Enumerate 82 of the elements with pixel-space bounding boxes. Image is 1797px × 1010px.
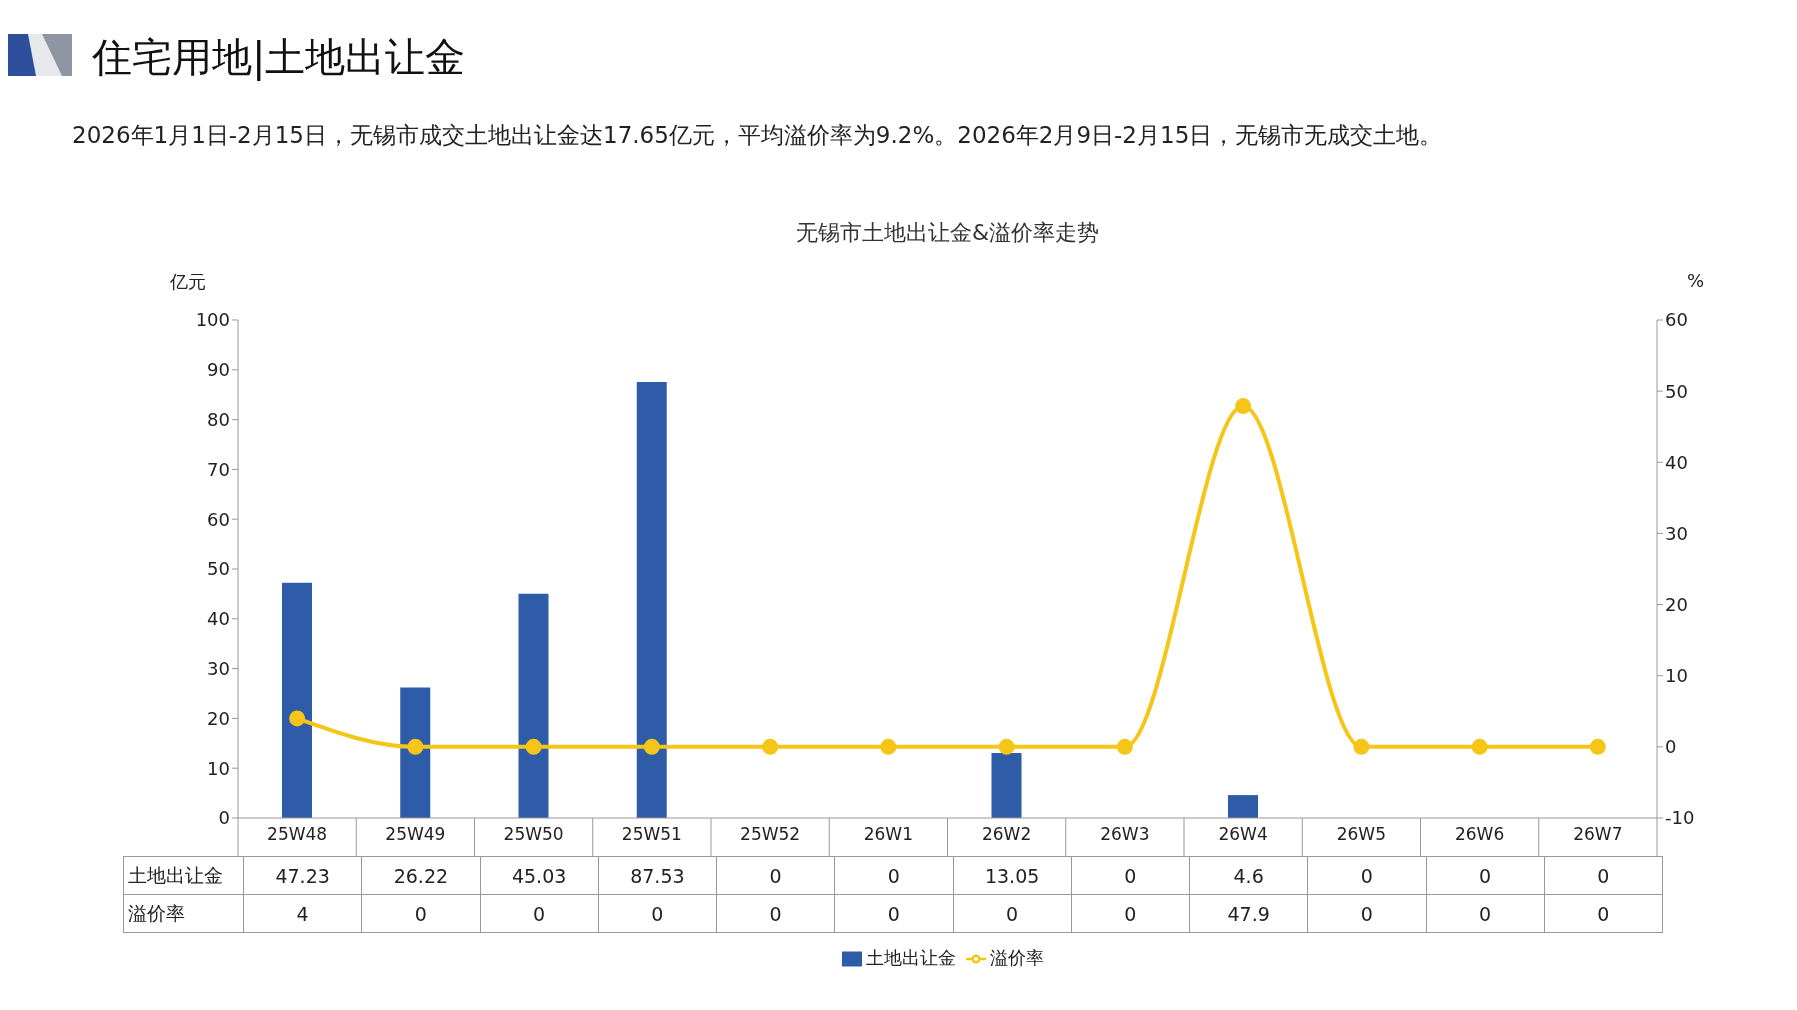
- bar: [518, 593, 549, 818]
- y-tick-label: 30: [207, 657, 230, 679]
- data-label: 47.23: [243, 856, 362, 895]
- bar: [400, 687, 431, 818]
- y2-tick-label: 10: [1665, 665, 1688, 687]
- data-label: 13.05: [953, 856, 1072, 895]
- y2-tick-label: 60: [1665, 309, 1688, 331]
- data-label: 0: [1307, 894, 1426, 933]
- text: 溢价率: [128, 901, 185, 924]
- point: [525, 738, 542, 755]
- point: [880, 738, 897, 755]
- x-tick-label: 26W2: [981, 824, 1032, 844]
- y2-tick-label: 30: [1665, 522, 1688, 544]
- y2-tick-label: -10: [1665, 807, 1695, 829]
- data-label: 0: [598, 894, 717, 933]
- point: [1589, 738, 1606, 755]
- x-tick-label: 26W1: [863, 824, 914, 844]
- bar: [636, 382, 667, 818]
- data-label: 0: [1071, 856, 1190, 895]
- data-label: 0: [834, 894, 953, 933]
- y2-tick-label: 50: [1665, 380, 1688, 402]
- y-tick-label: 10: [207, 757, 230, 779]
- data-label: 0: [361, 894, 480, 933]
- y-tick-label: 40: [207, 608, 230, 630]
- data-label: 87.53: [598, 856, 717, 895]
- point: [643, 738, 660, 755]
- bar: [1228, 795, 1258, 818]
- data-label: 0: [716, 856, 835, 895]
- data-label: 45.03: [480, 856, 599, 895]
- chart-title: 住宅用地|土地出让金: [92, 33, 466, 83]
- x-tick-label: 25W51: [621, 824, 682, 844]
- point: [1116, 738, 1133, 755]
- data-label: 0: [1071, 894, 1190, 933]
- data-label: 0: [1426, 894, 1545, 933]
- x-tick-label: 25W49: [385, 824, 446, 844]
- y-tick-label: 100: [195, 309, 230, 331]
- x-tick-label: 26W4: [1218, 824, 1268, 844]
- x-tick-label: 25W48: [267, 824, 328, 844]
- data-label: 47.9: [1189, 894, 1308, 933]
- y-tick-label: 70: [207, 458, 230, 480]
- bar: [991, 753, 1022, 818]
- point: [1353, 738, 1370, 755]
- point: [762, 738, 779, 755]
- x-tick-label: 25W52: [740, 824, 801, 844]
- text: 土地出让金: [128, 863, 223, 886]
- y-axis-title: 亿元: [170, 270, 206, 294]
- x-tick-label: 26W7: [1573, 824, 1623, 844]
- data-label: 0: [1426, 856, 1545, 895]
- y2-tick-label: 20: [1665, 593, 1688, 615]
- point: [998, 738, 1015, 755]
- data-label: 0: [480, 894, 599, 933]
- data-label: 0: [1307, 856, 1426, 895]
- y-tick-label: 90: [207, 359, 230, 381]
- data-label: 0: [834, 856, 953, 895]
- data-label: 4.6: [1189, 856, 1308, 895]
- data-label: 26.22: [361, 856, 480, 895]
- y-tick-label: 50: [207, 558, 230, 580]
- x-tick-label: 26W5: [1336, 824, 1387, 844]
- data-label: 0: [716, 894, 835, 933]
- legend-label: 溢价率: [989, 947, 1044, 968]
- chart-subtitle: 2026年1月1日-2月15日，无锡市成交土地出让金达17.65亿元，平均溢价率为9.2%。2026年2月9日-2月15日，无锡市无成交土地。: [72, 121, 1443, 150]
- data-label: 0: [1544, 894, 1663, 933]
- point: [407, 738, 424, 755]
- text: 无锡市土地出让金&溢价率走势: [794, 219, 1101, 247]
- legend-label: 土地出让金: [865, 947, 956, 968]
- y2-axis-title: %: [1687, 270, 1705, 291]
- y-tick-label: 60: [207, 508, 230, 530]
- y2-tick-label: 40: [1665, 451, 1688, 473]
- y-tick-label: 80: [207, 408, 230, 430]
- point: [1235, 398, 1252, 415]
- y-tick-label: 20: [207, 707, 230, 729]
- y-tick-label: 0: [218, 807, 230, 829]
- data-label: 0: [953, 894, 1072, 933]
- point: [1471, 738, 1488, 755]
- point: [289, 710, 306, 727]
- x-tick-label: 26W3: [1100, 824, 1150, 844]
- data-label: 0: [1544, 856, 1663, 895]
- x-tick-label: 26W6: [1454, 824, 1505, 844]
- bar: [282, 582, 312, 818]
- data-label: 4: [243, 894, 362, 933]
- x-tick-label: 25W50: [503, 824, 564, 844]
- y2-tick-label: 0: [1665, 736, 1677, 758]
